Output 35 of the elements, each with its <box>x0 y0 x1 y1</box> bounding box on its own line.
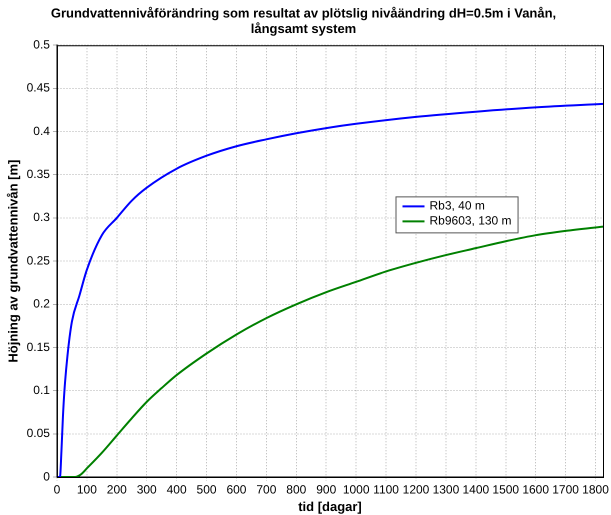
y-tick-label: 0.5 <box>33 38 50 52</box>
x-tick-label: 600 <box>226 482 247 497</box>
x-tick-label: 1800 <box>582 482 610 497</box>
x-tick-label: 1100 <box>373 482 400 497</box>
y-tick-label: 0.45 <box>26 80 50 95</box>
x-tick-label: 0 <box>54 482 61 497</box>
x-tick-label: 800 <box>286 482 307 497</box>
y-tick-label: 0.05 <box>26 426 50 440</box>
y-tick-label: 0.1 <box>33 382 50 397</box>
y-tick-label: 0 <box>43 469 50 484</box>
x-tick-label: 1600 <box>522 482 550 497</box>
y-tick-label: 0.25 <box>26 253 50 268</box>
x-tick-label: 1500 <box>492 482 520 497</box>
x-tick-label: 400 <box>166 482 187 497</box>
legend-label: Rb3, 40 m <box>430 198 485 213</box>
x-tick-label: 100 <box>76 482 98 497</box>
x-tick-label: 700 <box>256 482 277 497</box>
x-tick-label: 900 <box>316 482 337 497</box>
y-tick-label: 0.35 <box>26 167 50 182</box>
x-tick-label: 1200 <box>402 482 430 497</box>
y-tick-label: 0.2 <box>33 296 50 311</box>
x-tick-label: 200 <box>106 482 128 497</box>
x-tick-label: 1700 <box>552 482 580 497</box>
x-axis-title: tid [dagar] <box>298 498 362 514</box>
y-tick-label: 0.15 <box>26 340 50 354</box>
chart-title: Grundvattennivåförändring som resultat av plötslig nivåändring dH=0.5m i Vanån, långsamt system <box>50 5 556 36</box>
x-tick-label: 300 <box>136 482 158 497</box>
y-tick-label: 0.3 <box>33 210 50 224</box>
x-tick-label: 1400 <box>462 482 490 497</box>
legend-label: Rb9603, 130 m <box>430 214 512 228</box>
x-tick-label: 1000 <box>342 482 370 497</box>
y-axis-title: Höjning av grundvattennivån [m] <box>5 160 20 363</box>
x-tick-label: 500 <box>196 482 217 497</box>
y-tick-label: 0.4 <box>33 124 50 138</box>
x-tick-label: 1300 <box>432 482 460 497</box>
